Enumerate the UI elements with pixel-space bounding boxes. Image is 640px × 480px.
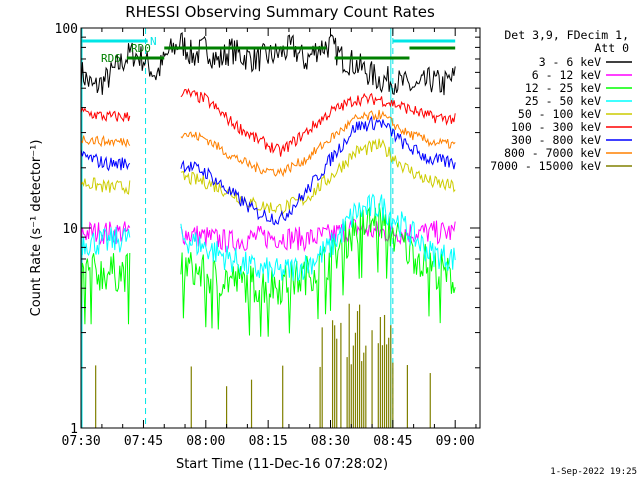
series-7: [81, 109, 456, 178]
legend-entry-label: 6 - 12 keV: [532, 68, 601, 82]
y-axis: 1 10 100: [55, 22, 480, 437]
y-axis-label: Count Rate (s⁻¹ detector⁻¹): [29, 140, 44, 317]
series-8: [95, 303, 431, 428]
legend-header-line: Det 3,9, FDecim 1,: [504, 28, 629, 42]
x-tick-label: 08:00: [186, 434, 225, 449]
legend-entry-label: 25 - 50 keV: [525, 94, 601, 108]
series-3: [81, 193, 456, 284]
y-tick-label: 10: [62, 222, 78, 237]
series-0: [81, 32, 456, 96]
series-5-line: [81, 87, 456, 157]
series-4: [81, 138, 456, 216]
series-5: [81, 87, 456, 157]
flag-label-n: N: [150, 35, 157, 48]
legend-entry-label: 50 - 100 keV: [518, 107, 601, 121]
legend-header-line: Att 0: [594, 41, 629, 55]
legend-entry-label: 800 - 7000 keV: [504, 146, 601, 160]
x-tick-label: 08:30: [311, 434, 350, 449]
series-4-line: [81, 138, 456, 216]
legend-entry-label: 12 - 25 keV: [525, 81, 601, 95]
x-tick-label: 09:00: [436, 434, 475, 449]
chart-title: RHESSI Observing Summary Count Rates: [125, 3, 435, 21]
y-tick-label: 100: [55, 22, 78, 37]
x-axis-label: Start Time (11-Dec-16 07:28:02): [176, 457, 388, 472]
legend-entry-label: 7000 - 15000 keV: [490, 159, 601, 173]
series-2: [81, 203, 456, 337]
series-6: [81, 115, 456, 226]
y-tick-label: 1: [70, 422, 78, 437]
x-tick-label: 07:30: [62, 434, 101, 449]
x-axis: 07:30 07:45 08:00 08:15 08:30 08:45 09:00: [62, 28, 477, 449]
plot-frame: [80, 27, 481, 429]
series-7-line: [81, 109, 456, 178]
series-6-line: [81, 115, 456, 226]
status-flag-bars: [81, 39, 456, 60]
x-tick-label: 08:15: [249, 434, 288, 449]
x-tick-label: 07:45: [124, 434, 163, 449]
x-tick-label: 08:45: [373, 434, 412, 449]
legend-entry-label: 100 - 300 keV: [511, 120, 601, 134]
series-2-line: [81, 203, 456, 337]
flag-label-rd0: RD0: [131, 42, 151, 55]
series-3-line: [81, 193, 456, 284]
flag-label-rd6: RD6: [101, 52, 121, 65]
series-0-line: [81, 32, 456, 96]
legend-entry-label: 300 - 800 keV: [511, 133, 601, 147]
generated-date: 1-Sep-2022 19:25: [550, 467, 637, 477]
data-series: [81, 32, 456, 428]
legend-entry-label: 3 - 6 keV: [539, 55, 601, 69]
